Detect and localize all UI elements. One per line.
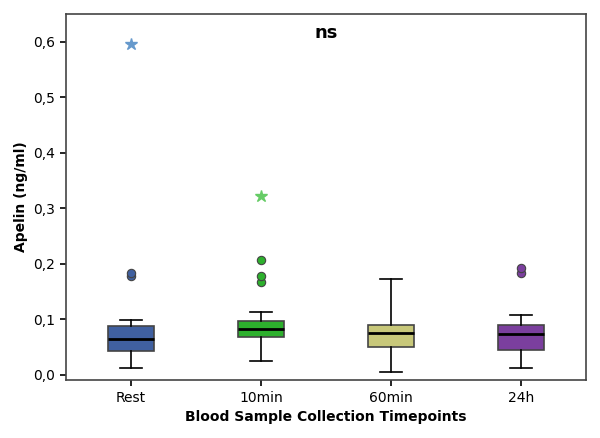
PathPatch shape <box>368 325 414 347</box>
Y-axis label: Apelin (ng/ml): Apelin (ng/ml) <box>14 141 28 252</box>
PathPatch shape <box>108 326 154 351</box>
PathPatch shape <box>499 325 544 350</box>
PathPatch shape <box>238 321 284 337</box>
Text: ns: ns <box>314 24 338 42</box>
X-axis label: Blood Sample Collection Timepoints: Blood Sample Collection Timepoints <box>185 410 467 424</box>
